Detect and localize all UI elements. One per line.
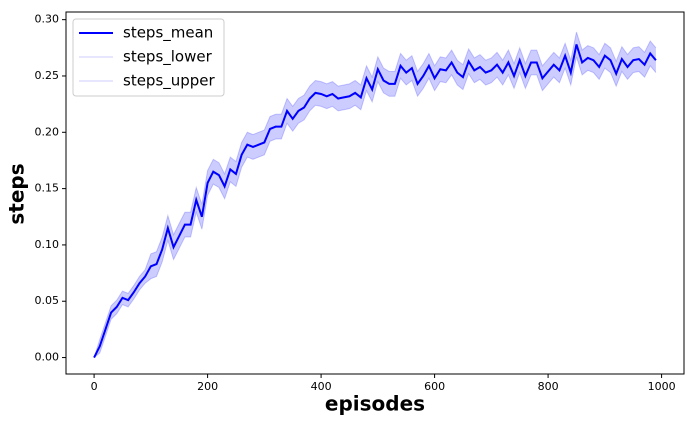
x-tick-label: 800	[538, 380, 559, 393]
y-axis-label: steps	[5, 163, 29, 224]
x-tick-label: 600	[424, 380, 445, 393]
legend-label: steps_upper	[123, 72, 216, 91]
y-tick-label: 0.20	[35, 125, 60, 138]
series-line	[93, 56, 657, 358]
y-tick-label: 0.15	[35, 182, 60, 195]
y-tick-label: 0.10	[35, 238, 60, 251]
x-tick-label: 0	[91, 380, 98, 393]
y-tick-label: 0.30	[35, 13, 60, 26]
y-tick-label: 0.25	[35, 69, 60, 82]
legend-box	[72, 18, 225, 97]
legend-label: steps_mean	[123, 24, 213, 43]
series-line	[93, 31, 657, 358]
y-tick-label: 0.05	[35, 294, 60, 307]
y-tick-label: 0.00	[35, 351, 60, 364]
x-tick-label: 200	[197, 380, 218, 393]
x-tick-label: 400	[311, 380, 332, 393]
plot-frame	[65, 11, 685, 375]
x-tick-label: 1000	[648, 380, 676, 393]
x-axis-label: episodes	[325, 392, 425, 416]
series-line	[93, 44, 657, 359]
legend-label: steps_lower	[123, 48, 213, 67]
